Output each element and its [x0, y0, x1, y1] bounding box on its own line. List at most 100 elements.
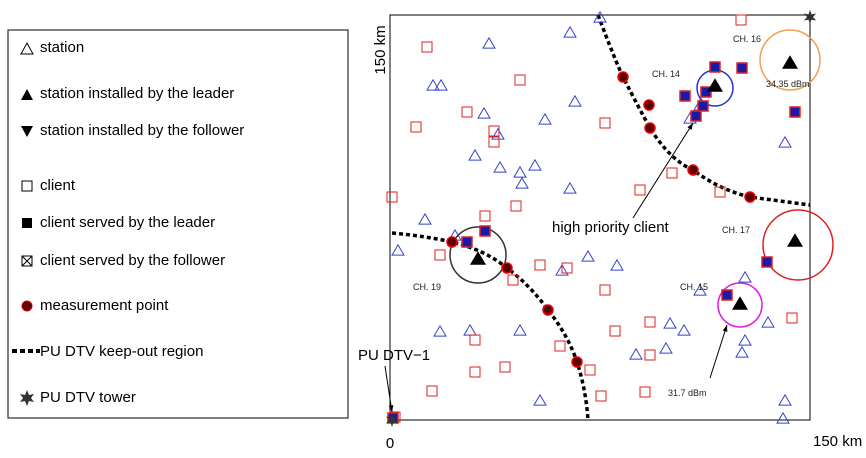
legend-symbol — [21, 255, 33, 267]
legend-label: client served by the leader — [40, 214, 215, 231]
station — [468, 148, 482, 161]
legend-symbol — [20, 390, 34, 406]
client — [488, 125, 500, 137]
client — [421, 41, 433, 53]
client — [510, 200, 522, 212]
measurement-point — [643, 99, 655, 111]
client — [479, 210, 491, 222]
legend-label: station installed by the follower — [40, 122, 244, 139]
annotation: CH. 17 — [722, 225, 750, 235]
leader-station — [470, 251, 486, 265]
client — [666, 167, 678, 179]
legend-label: station — [40, 39, 84, 56]
annotation: 34.35 dBm — [766, 79, 810, 89]
arrow — [384, 365, 393, 413]
coverage-circle — [449, 226, 507, 284]
annotation: CH. 19 — [413, 282, 441, 292]
station — [533, 393, 547, 406]
served-client — [697, 100, 709, 112]
coverage-circle — [759, 29, 821, 91]
annotation: CH. 15 — [680, 282, 708, 292]
measurement-point — [542, 304, 554, 316]
dtv-tower — [803, 10, 817, 24]
legend-label: PU DTV tower — [40, 389, 136, 406]
station — [735, 345, 749, 358]
legend-box — [7, 29, 349, 419]
client — [434, 249, 446, 261]
legend-symbol — [22, 218, 32, 228]
station — [528, 158, 542, 171]
client — [639, 386, 651, 398]
measurement-point — [744, 191, 756, 203]
station — [426, 78, 440, 91]
station — [418, 212, 432, 225]
station — [778, 393, 792, 406]
legend-label: PU DTV keep-out region — [40, 343, 203, 360]
client — [735, 14, 747, 26]
station — [563, 25, 577, 38]
client — [499, 361, 511, 373]
served-client — [761, 256, 773, 268]
annotation: high priority client — [552, 219, 670, 236]
station — [433, 324, 447, 337]
station — [555, 263, 569, 276]
client — [714, 186, 726, 198]
annotation: PU DTV−1 — [358, 347, 430, 364]
served-client — [461, 236, 473, 248]
station — [610, 258, 624, 271]
client — [609, 325, 621, 337]
station — [629, 347, 643, 360]
served-client — [721, 289, 733, 301]
client — [410, 121, 422, 133]
station — [776, 411, 790, 424]
client — [534, 259, 546, 271]
leader-station — [782, 55, 798, 69]
coverage-circle — [717, 282, 763, 328]
served-client — [789, 106, 801, 118]
station — [593, 10, 607, 23]
annotation: CH. 16 — [733, 34, 761, 44]
client — [634, 184, 646, 196]
arrow-head — [722, 325, 728, 332]
measurement-point — [571, 356, 583, 368]
client — [488, 136, 500, 148]
station — [738, 270, 752, 283]
leader-station — [787, 233, 803, 247]
measurement-point — [617, 71, 629, 83]
axis-label: 0 — [386, 435, 394, 452]
leader-station — [732, 296, 748, 310]
client — [426, 385, 438, 397]
station — [659, 341, 673, 354]
client — [469, 334, 481, 346]
legend-symbol — [21, 255, 33, 267]
legend-symbol — [20, 41, 34, 55]
annotation: 31.7 dBm — [668, 388, 707, 398]
station — [491, 127, 505, 140]
served-client — [679, 90, 691, 102]
keep-out-boundary — [596, 14, 811, 207]
station — [513, 165, 527, 178]
axis-label: 150 km — [372, 25, 389, 74]
client — [644, 349, 656, 361]
station — [515, 176, 529, 189]
station — [463, 323, 477, 336]
arrow-head — [687, 123, 693, 130]
client — [561, 262, 573, 274]
station — [677, 323, 691, 336]
served-client — [479, 225, 491, 237]
station — [778, 135, 792, 148]
station — [738, 333, 752, 346]
arrow-head — [388, 405, 394, 412]
measurement-point — [644, 122, 656, 134]
station — [493, 160, 507, 173]
station — [434, 78, 448, 91]
legend-symbol — [21, 126, 33, 137]
client — [595, 390, 607, 402]
coverage-circle — [762, 209, 834, 281]
annotation: CH. 14 — [652, 69, 680, 79]
arrow — [709, 324, 728, 379]
dtv-tower — [385, 413, 399, 427]
measurement-point — [501, 262, 513, 274]
client — [514, 74, 526, 86]
